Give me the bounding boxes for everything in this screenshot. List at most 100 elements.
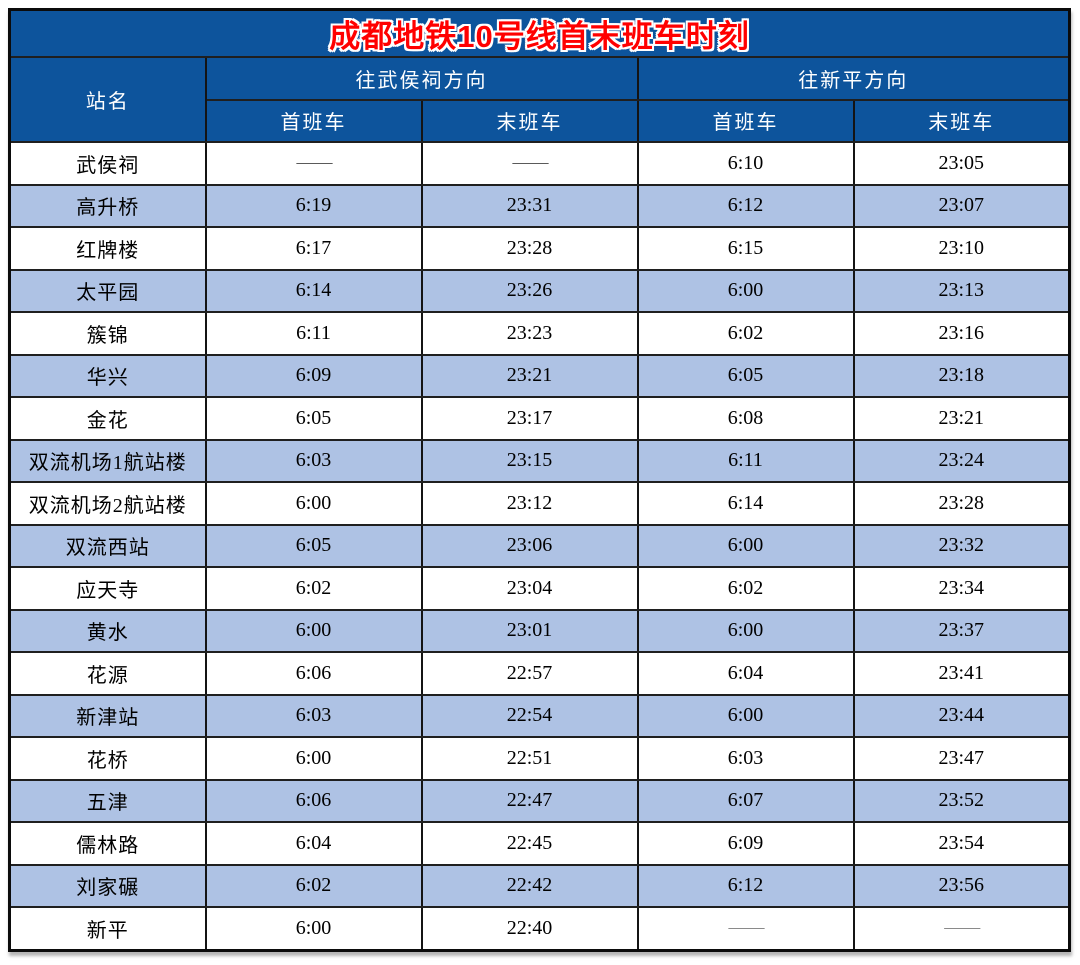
station-name: 花源 [8,651,207,696]
time-cell: 6:07 [636,778,855,823]
time-cell: 6:19 [204,183,423,228]
table-row: 儒林路 6:04 22:45 6:09 23:54 [8,821,1071,866]
time-cell: 6:02 [636,311,855,356]
time-cell: 23:28 [852,481,1071,526]
time-cell: 6:00 [636,268,855,313]
station-name: 华兴 [8,353,207,398]
station-name: 金花 [8,396,207,441]
table-row: 刘家碾 6:02 22:42 6:12 23:56 [8,863,1071,908]
time-cell: 22:45 [420,821,639,866]
time-cell: 22:51 [420,736,639,781]
time-cell: 6:00 [204,906,423,951]
time-cell: 23:26 [420,268,639,313]
station-name: 黄水 [8,608,207,653]
station-name: 新平 [8,906,207,951]
station-name: 新津站 [8,693,207,738]
time-cell: 23:13 [852,268,1071,313]
direction-header-row: 站名 往武侯祠方向 往新平方向 [8,56,1071,143]
time-cell: 23:01 [420,608,639,653]
subheader-last-train-xinping: 末班车 [852,98,1071,143]
time-cell: 23:15 [420,438,639,483]
time-cell: 22:47 [420,778,639,823]
time-cell: 23:54 [852,821,1071,866]
time-cell: 23:21 [420,353,639,398]
time-cell: 23:37 [852,608,1071,653]
time-cell: 23:44 [852,693,1071,738]
time-cell: 22:54 [420,693,639,738]
time-cell: 6:11 [204,311,423,356]
table-row: 双流西站 6:05 23:06 6:00 23:32 [8,523,1071,568]
table-row: 高升桥 6:19 23:31 6:12 23:07 [8,183,1071,228]
time-cell: 23:05 [852,141,1071,186]
time-cell: 23:12 [420,481,639,526]
table-row: 花源 6:06 22:57 6:04 23:41 [8,651,1071,696]
time-cell: 23:18 [852,353,1071,398]
subheader-first-train-wuhouci: 首班车 [204,98,423,143]
time-cell: 6:14 [204,268,423,313]
table-row: 新平 6:00 22:40 —— —— [8,906,1071,951]
time-cell: 6:11 [636,438,855,483]
station-name: 簇锦 [8,311,207,356]
title-row: 成都地铁10号线首末班车时刻 [8,8,1071,58]
table-row: 华兴 6:09 23:21 6:05 23:18 [8,353,1071,398]
time-cell: 6:05 [204,523,423,568]
table-row: 簇锦 6:11 23:23 6:02 23:16 [8,311,1071,356]
time-cell: 23:41 [852,651,1071,696]
table-title: 成都地铁10号线首末班车时刻 [8,8,1071,58]
station-rows: 武侯祠 —— —— 6:10 23:05 高升桥 6:19 23:31 6:12 23:07 红牌楼… [8,141,1071,951]
time-cell: 6:00 [204,736,423,781]
time-cell: 23:28 [420,226,639,271]
station-name: 花桥 [8,736,207,781]
station-name: 双流机场2航站楼 [8,481,207,526]
table-row: 太平园 6:14 23:26 6:00 23:13 [8,268,1071,313]
time-cell: 6:09 [204,353,423,398]
subheader-first-train-xinping: 首班车 [636,98,855,143]
station-name: 双流机场1航站楼 [8,438,207,483]
time-cell: 6:03 [204,693,423,738]
time-cell: 23:04 [420,566,639,611]
time-cell: 6:05 [204,396,423,441]
time-cell: 23:32 [852,523,1071,568]
time-cell: 23:31 [420,183,639,228]
time-cell: 6:06 [204,651,423,696]
table-row: 应天寺 6:02 23:04 6:02 23:34 [8,566,1071,611]
time-cell: 23:17 [420,396,639,441]
time-cell: 23:16 [852,311,1071,356]
time-cell: 6:00 [204,608,423,653]
time-cell: 23:34 [852,566,1071,611]
time-cell: 6:03 [204,438,423,483]
time-cell: 6:03 [636,736,855,781]
direction-header-wuhouci: 往武侯祠方向 [204,56,639,101]
time-cell: 6:00 [636,693,855,738]
time-cell: —— [420,141,639,186]
table-row: 五津 6:06 22:47 6:07 23:52 [8,778,1071,823]
train-type-header-row: 首班车 末班车 首班车 末班车 [10,98,1071,143]
time-cell: 6:04 [204,821,423,866]
time-cell: 22:42 [420,863,639,908]
time-cell: 6:14 [636,481,855,526]
station-name: 双流西站 [8,523,207,568]
station-name: 刘家碾 [8,863,207,908]
time-cell: 6:12 [636,183,855,228]
time-cell: 6:00 [636,523,855,568]
table-row: 双流机场1航站楼 6:03 23:15 6:11 23:24 [8,438,1071,483]
time-cell: 6:15 [636,226,855,271]
station-name: 应天寺 [8,566,207,611]
station-name: 儒林路 [8,821,207,866]
station-name: 高升桥 [8,183,207,228]
time-cell: 23:06 [420,523,639,568]
time-cell: 6:10 [636,141,855,186]
time-cell: 6:00 [636,608,855,653]
station-name: 红牌楼 [8,226,207,271]
direction-header-xinping: 往新平方向 [636,56,1071,101]
subheader-last-train-wuhouci: 末班车 [420,98,639,143]
time-cell: —— [852,906,1071,951]
time-cell: 22:40 [420,906,639,951]
time-cell: 6:17 [204,226,423,271]
time-cell: 6:08 [636,396,855,441]
time-cell: 23:07 [852,183,1071,228]
time-cell: 23:23 [420,311,639,356]
station-column-header: 站名 [8,56,207,143]
time-cell: 6:00 [204,481,423,526]
